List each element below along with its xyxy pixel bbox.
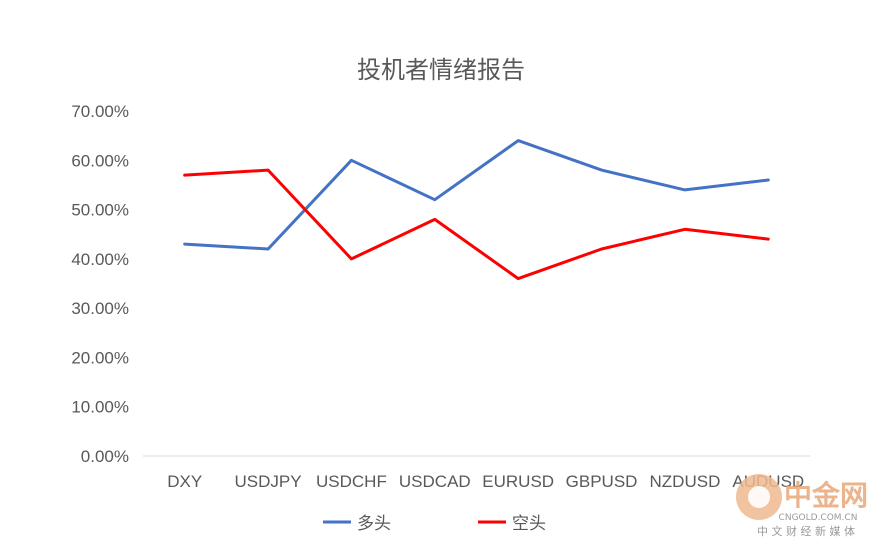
x-tick-label: USDCAD — [399, 472, 471, 491]
x-tick-label: EURUSD — [482, 472, 554, 491]
y-tick-label: 60.00% — [71, 151, 129, 170]
y-axis: 0.00% 10.00% 20.00% 30.00% 40.00% 50.00% 60.00… — [71, 102, 129, 466]
watermark: 中金网 CNGOLD.COM.CN 中 文 财 经 新 媒 体 — [736, 474, 868, 538]
x-tick-label: USDJPY — [235, 472, 302, 491]
series-line-1 — [183, 139, 770, 251]
watermark-brand: 中金网 — [784, 479, 868, 512]
x-tick-label: DXY — [167, 472, 202, 491]
legend: 多头 空头 — [323, 514, 546, 534]
chart-title: 投机者情绪报告 — [357, 56, 525, 84]
y-tick-label: 10.00% — [71, 398, 129, 417]
y-tick-label: 20.00% — [71, 348, 129, 367]
series-layer — [183, 139, 770, 281]
legend-label: 多头 — [357, 514, 391, 534]
watermark-logo-inner-icon — [748, 486, 770, 508]
x-tick-label: GBPUSD — [566, 472, 638, 491]
series-line-2 — [183, 168, 770, 281]
y-tick-label: 0.00% — [81, 447, 129, 466]
y-tick-label: 50.00% — [71, 201, 129, 220]
legend-label: 空头 — [512, 514, 546, 534]
watermark-tagline: 中 文 财 经 新 媒 体 — [757, 524, 855, 538]
y-tick-label: 40.00% — [71, 250, 129, 269]
y-tick-label: 30.00% — [71, 299, 129, 318]
x-axis: DXYUSDJPYUSDCHFUSDCADEURUSDGBPUSDNZDUSDA… — [167, 472, 804, 491]
x-tick-label: USDCHF — [316, 472, 387, 491]
watermark-domain: CNGOLD.COM.CN — [779, 513, 858, 523]
x-tick-label: NZDUSD — [650, 472, 721, 491]
y-tick-label: 70.00% — [71, 102, 129, 121]
